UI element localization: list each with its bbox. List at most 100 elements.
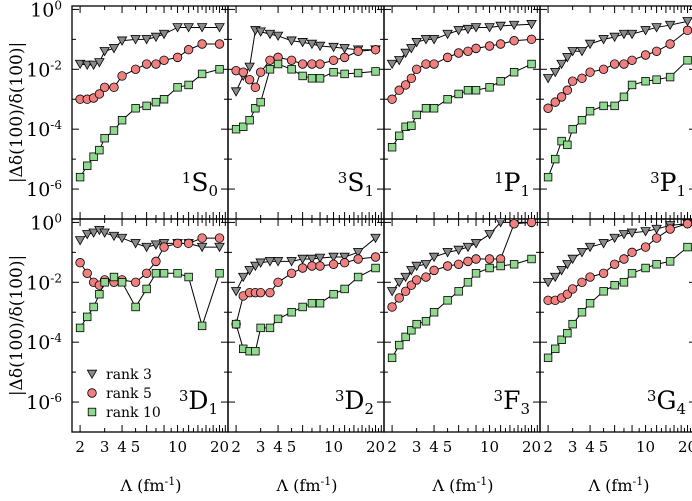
data-point-rank-3 [495,21,506,32]
data-point-rank-10 [543,172,553,182]
y-tick-label: 10-2 [26,58,62,81]
data-point-rank-10 [557,335,566,345]
data-point-rank-10 [287,308,296,317]
data-point-rank-10 [117,278,127,287]
data-point-rank-5 [463,46,473,56]
x-tick-label: 2 [231,438,241,456]
data-point-rank-3 [484,230,495,240]
data-point-rank-10 [610,280,619,290]
data-point-rank-5 [484,41,495,51]
data-point-rank-10 [619,278,629,287]
data-point-rank-3 [108,231,120,242]
data-point-rank-3 [297,38,308,48]
data-point-rank-10 [471,86,481,95]
data-point-rank-5 [394,293,404,303]
data-point-rank-10 [683,242,692,252]
data-point-rank-3 [406,266,417,276]
data-point-rank-3 [609,233,620,244]
data-point-rank-10 [159,269,169,278]
data-point-rank-5 [172,52,183,63]
data-point-rank-5 [471,43,481,54]
x-tick-label: 10 [480,438,499,456]
data-point-rank-3 [250,261,261,272]
data-point-rank-3 [495,219,506,228]
x-axis-title: Λ (fm-1) [432,475,494,495]
data-point-rank-3 [562,260,573,270]
data-point-rank-10 [353,272,363,282]
x-tick-label: 2 [75,438,85,456]
data-point-rank-10 [563,140,572,150]
data-point-rank-5 [598,268,609,278]
data-point-rank-10 [239,122,248,132]
data-point-rank-3 [306,254,318,265]
data-point-rank-5 [400,286,411,297]
data-point-rank-10 [543,353,553,363]
data-point-rank-3 [470,23,482,33]
data-point-rank-5 [682,25,692,36]
data-point-rank-5 [75,258,85,268]
data-point-rank-5 [640,242,651,252]
data-point-rank-10 [231,319,241,329]
data-point-rank-10 [599,287,608,296]
x-axis-title: Λ (fm-1) [588,475,650,495]
data-point-rank-3 [141,35,152,45]
data-point-rank-10 [551,154,560,164]
data-point-rank-10 [315,299,325,308]
data-point-rank-3 [196,23,208,33]
data-point-rank-5 [159,55,169,65]
data-point-rank-5 [567,76,578,86]
x-tick-label: 4 [117,438,127,456]
data-point-rank-5 [509,36,519,46]
data-point-rank-3 [598,35,609,45]
data-point-rank-5 [353,254,363,264]
data-point-rank-10 [429,104,439,113]
data-point-rank-5 [526,219,537,228]
data-point-rank-3 [400,48,411,59]
x-tick-label: 20 [366,438,385,456]
x-tick-label: 20 [210,438,229,456]
data-point-rank-10 [563,328,572,338]
data-point-rank-5 [141,268,152,278]
data-point-rank-10 [83,161,92,170]
data-point-rank-5 [172,238,183,249]
data-point-rank-5 [339,258,350,268]
data-point-rank-5 [297,263,308,273]
panel-data [386,219,537,363]
x-tick-label: 5 [599,438,609,456]
data-point-rank-3 [81,230,93,240]
x-tick-label: 5 [443,438,453,456]
data-point-rank-3 [542,278,554,288]
data-point-rank-10 [627,80,637,90]
panel-label: 3D2 [335,386,374,418]
data-point-rank-10 [256,97,265,107]
data-point-rank-10 [401,332,410,342]
data-point-rank-3 [556,266,567,276]
data-point-rank-10 [215,65,224,74]
data-point-rank-5 [214,39,225,49]
data-point-rank-3 [664,20,676,31]
data-point-rank-5 [411,275,422,285]
data-point-rank-10 [89,152,98,161]
data-point-rank-3 [562,53,573,63]
data-point-rank-5 [442,52,453,63]
x-tick-label: 10 [324,438,343,456]
x-tick-label: 4 [429,438,439,456]
legend-marker-rank-5 [87,388,97,398]
data-point-rank-5 [151,59,161,69]
data-point-rank-5 [651,233,662,243]
data-point-rank-5 [307,59,317,69]
data-point-rank-10 [496,77,505,86]
data-point-rank-5 [463,256,473,267]
panel-label: 3D1 [179,386,218,418]
panel-data [230,26,381,134]
data-point-rank-10 [109,272,119,282]
legend-label: rank 3 [106,367,152,383]
data-point-rank-5 [297,59,308,69]
data-point-rank-3 [386,59,398,70]
data-point-rank-10 [109,126,119,135]
y-tick-label: 10-2 [26,271,62,294]
data-point-rank-5 [315,261,325,271]
data-point-rank-10 [412,319,421,329]
data-point-rank-3 [230,87,242,97]
data-point-rank-5 [543,103,553,113]
